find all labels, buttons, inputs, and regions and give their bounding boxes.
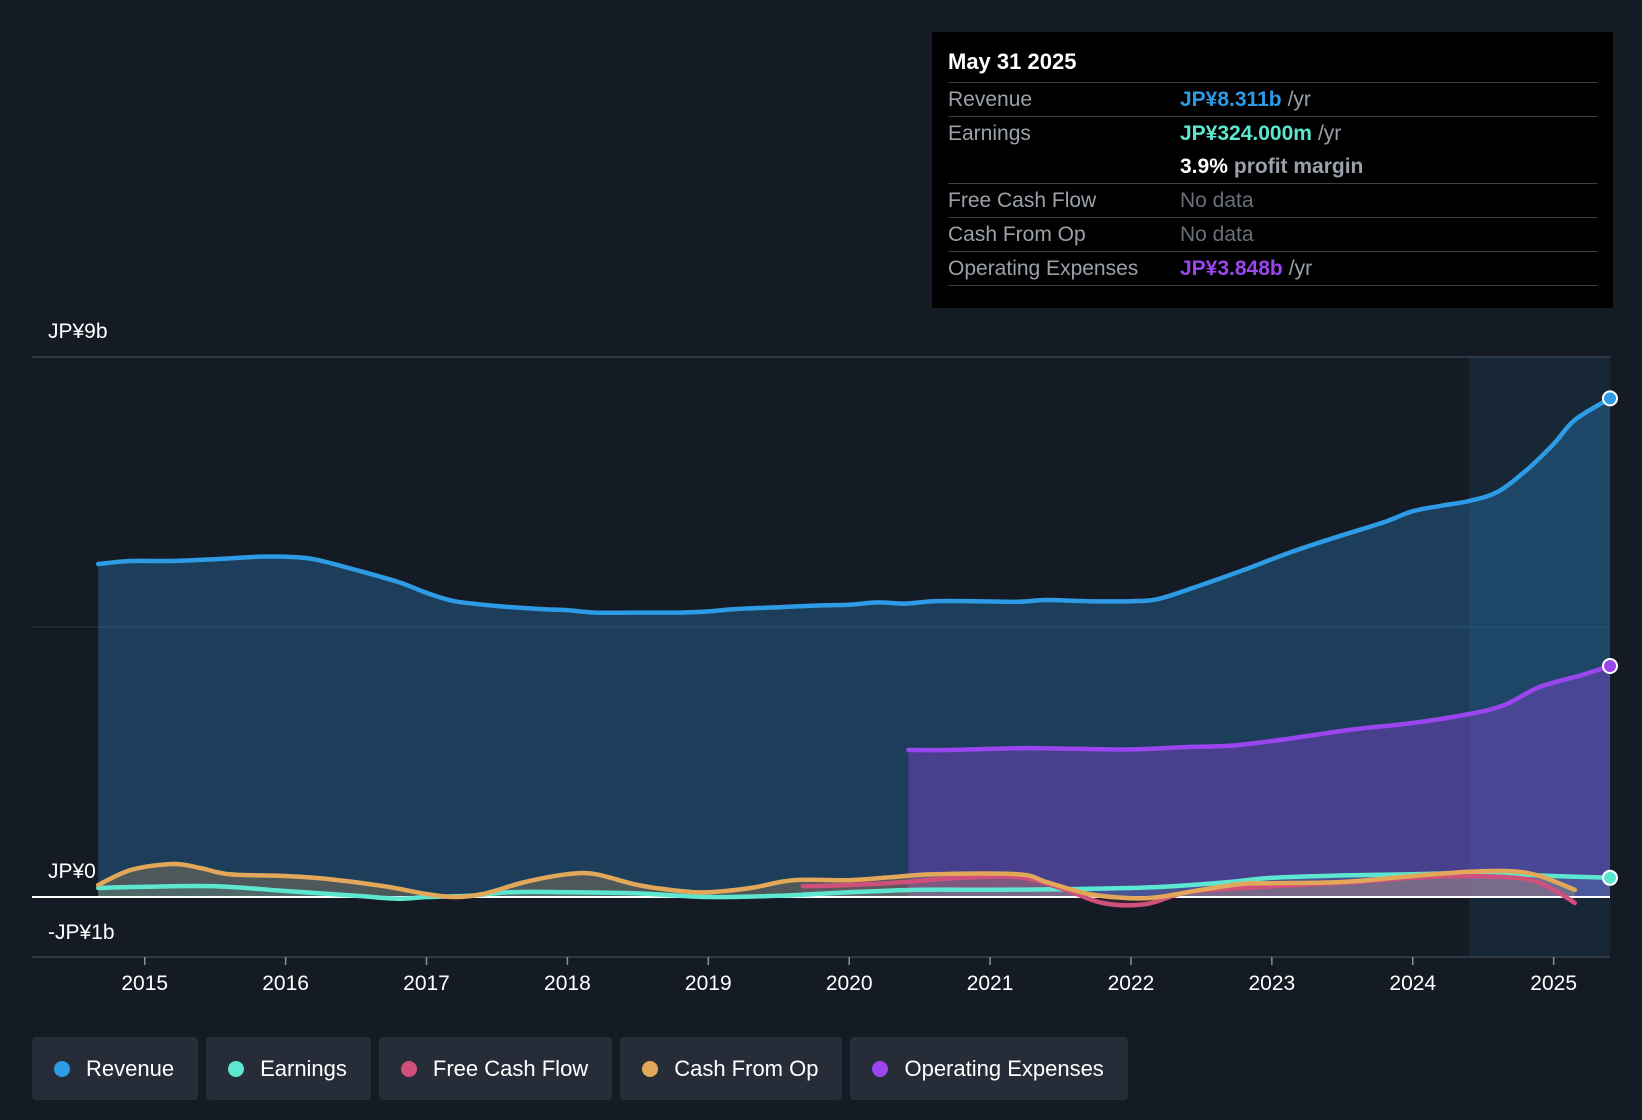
series-line-cfo xyxy=(95,861,1578,901)
legend-dot-fcf-icon xyxy=(400,1060,417,1077)
legend-label-opex: Operating Expenses xyxy=(904,1055,1104,1081)
x-tick-label-2023: 2023 xyxy=(1248,972,1295,995)
legend-label-cfo: Cash From Op xyxy=(674,1055,819,1081)
end-point-revenue xyxy=(1602,390,1618,407)
y-tick-label-9b: JP¥9b xyxy=(48,320,108,343)
x-tick-label-2015: 2015 xyxy=(121,972,168,995)
y-tick-label-0: JP¥0 xyxy=(48,860,96,883)
tooltip-margin-text: profit margin xyxy=(1233,154,1364,178)
tooltip-panel: May 31 2025 Revenue JP¥8.311b/yr Earning… xyxy=(932,32,1613,308)
area-opex xyxy=(908,666,1610,897)
legend-dot-revenue-icon xyxy=(54,1060,70,1077)
tooltip-row-revenue: Revenue JP¥8.311b/yr xyxy=(948,82,1597,116)
x-tick-label-2017: 2017 xyxy=(403,972,450,995)
legend-dot-opex-icon xyxy=(872,1060,889,1077)
tooltip-row-opex: Operating Expenses JP¥3.848b/yr xyxy=(948,251,1597,285)
legend-dot-cfo-icon xyxy=(642,1060,659,1077)
legend-dot-earnings-icon xyxy=(228,1060,245,1077)
tooltip-revenue-unit: /yr xyxy=(1287,87,1311,111)
legend-label-revenue: Revenue xyxy=(86,1055,175,1081)
tooltip-cfo-value: No data xyxy=(1180,222,1254,246)
x-tick-label-2025: 2025 xyxy=(1530,972,1577,995)
legend-item-opex[interactable]: Operating Expenses xyxy=(850,1037,1128,1100)
x-tick-label-2018: 2018 xyxy=(544,972,591,995)
x-tick-label-2019: 2019 xyxy=(685,972,732,995)
area-earnings xyxy=(98,872,1611,899)
legend-label-fcf: Free Cash Flow xyxy=(432,1055,589,1081)
tooltip-opex-label: Operating Expenses xyxy=(948,256,1139,280)
tooltip-opex-unit: /yr xyxy=(1288,256,1313,280)
end-point-earnings xyxy=(1602,869,1618,886)
tooltip-row-cfo: Cash From Op No data xyxy=(948,217,1597,251)
legend: Revenue Earnings Free Cash Flow Cash Fro… xyxy=(32,1037,1128,1100)
tooltip-date: May 31 2025 xyxy=(948,49,1077,74)
tooltip-earnings-value: JP¥324.000m xyxy=(1180,121,1312,145)
legend-item-earnings[interactable]: Earnings xyxy=(206,1037,371,1100)
tooltip-row-margin: 3.9% profit margin xyxy=(948,150,1597,183)
x-tick-label-2024: 2024 xyxy=(1389,972,1436,995)
legend-item-revenue[interactable]: Revenue xyxy=(32,1037,199,1100)
tooltip-row-earnings: Earnings JP¥324.000m/yr xyxy=(948,116,1597,150)
y-tick-label-neg1b: -JP¥1b xyxy=(48,921,115,944)
legend-item-cfo[interactable]: Cash From Op xyxy=(620,1037,843,1100)
legend-label-earnings: Earnings xyxy=(260,1055,347,1081)
tooltip-fcf-value: No data xyxy=(1180,188,1254,212)
tooltip-fcf-label: Free Cash Flow xyxy=(948,188,1097,212)
series-line-revenue xyxy=(95,396,1613,616)
tooltip-cfo-label: Cash From Op xyxy=(948,222,1086,246)
end-point-opex xyxy=(1602,658,1618,674)
area-revenue xyxy=(98,398,1611,897)
tooltip-earnings-label: Earnings xyxy=(948,121,1031,145)
tooltip-earnings-unit: /yr xyxy=(1317,121,1342,145)
x-tick-label-2021: 2021 xyxy=(967,972,1014,995)
tooltip-opex-value: JP¥3.848b xyxy=(1180,256,1283,280)
series-line-opex xyxy=(906,663,1613,753)
x-tick-label-2020: 2020 xyxy=(826,972,873,995)
tooltip-revenue-label: Revenue xyxy=(948,87,1033,111)
x-tick-label-2016: 2016 xyxy=(262,972,309,995)
tooltip-row-fcf: Free Cash Flow No data xyxy=(948,183,1597,217)
area-fcf xyxy=(802,875,1575,906)
tooltip-divider xyxy=(948,285,1597,286)
series-line-earnings xyxy=(95,870,1613,902)
tooltip-revenue-value: JP¥8.311b xyxy=(1180,87,1282,111)
legend-item-fcf[interactable]: Free Cash Flow xyxy=(378,1037,613,1100)
tooltip-margin-value: 3.9% xyxy=(1180,154,1228,178)
x-tick-label-2022: 2022 xyxy=(1108,972,1155,995)
